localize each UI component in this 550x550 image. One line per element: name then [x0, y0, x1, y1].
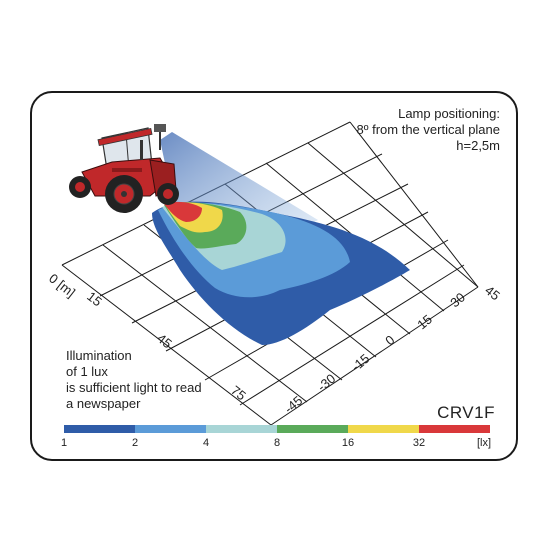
lamp-positioning-note: Lamp positioning: 8º from the vertical p…	[357, 106, 500, 154]
lateral-label: 15	[414, 312, 435, 333]
scale-segment-8-16	[277, 425, 348, 433]
lamp-info-line: h=2,5m	[456, 138, 500, 153]
scale-label: 32	[412, 437, 426, 449]
scale-segment-2-4	[135, 425, 206, 433]
scale-label: 16	[341, 437, 355, 449]
model-name: CRV1F	[437, 403, 495, 422]
lateral-label: 30	[447, 290, 468, 311]
distance-label: 75	[228, 383, 249, 404]
scale-label: 2	[131, 437, 139, 449]
lamp-info-line: 8º from the vertical plane	[356, 122, 500, 137]
scale-label: 8	[273, 437, 281, 449]
note-line: is sufficient light to read	[66, 380, 202, 395]
lateral-label: 45	[482, 283, 503, 304]
lamp-info-line: Lamp positioning:	[398, 106, 500, 121]
illuminance-scale-bar	[64, 425, 490, 433]
lateral-label: -45	[281, 393, 305, 417]
note-line: a newspaper	[66, 396, 141, 411]
scale-label: 1	[60, 437, 68, 449]
scale-segment-16-32	[348, 425, 419, 433]
scale-segment-4-8	[206, 425, 277, 433]
distance-label: 0 [m]	[46, 271, 78, 301]
scale-unit-label: [lx]	[476, 437, 492, 449]
illumination-note: Illumination of 1 lux is sufficient ligh…	[66, 348, 202, 412]
note-line: of 1 lux	[66, 364, 108, 379]
scale-label: 4	[202, 437, 210, 449]
zone-32-lux	[164, 201, 202, 222]
lamp	[154, 124, 166, 132]
distance-label: 15	[84, 289, 105, 310]
note-line: Illumination	[66, 348, 132, 363]
lateral-label: 0	[382, 332, 397, 348]
scale-segment-32-plus	[419, 425, 490, 433]
tractor-illustration	[69, 124, 179, 213]
illuminance-zones	[152, 201, 410, 345]
scale-segment-1-2	[64, 425, 135, 433]
